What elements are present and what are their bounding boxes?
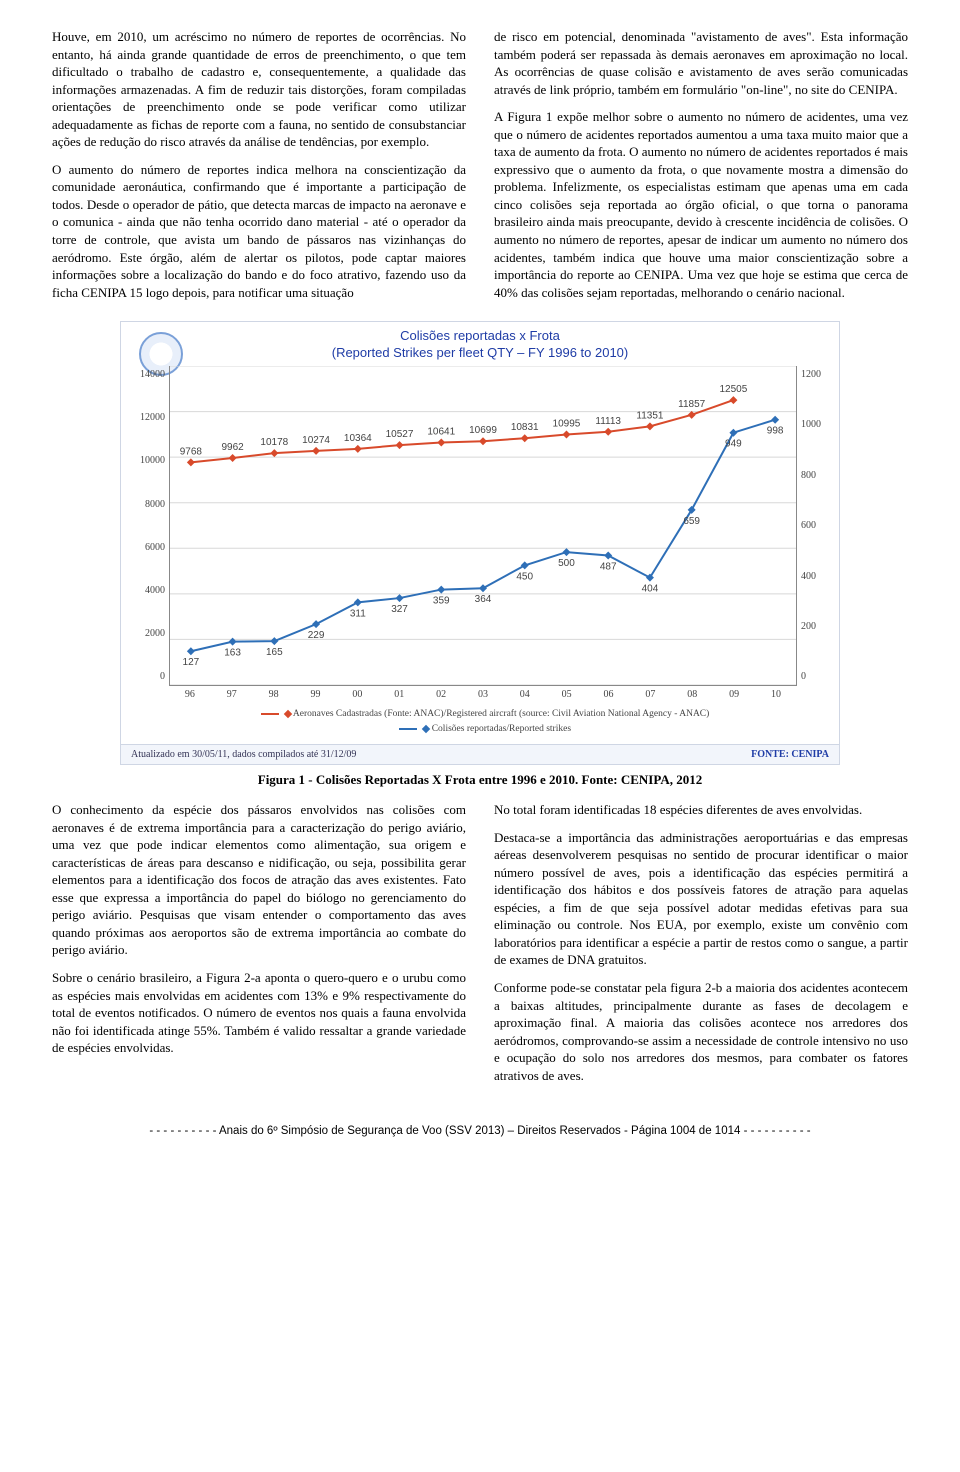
svg-text:359: 359 [433, 596, 450, 607]
svg-text:450: 450 [516, 571, 533, 582]
svg-text:10178: 10178 [260, 437, 288, 448]
svg-text:10641: 10641 [427, 427, 455, 438]
svg-text:12505: 12505 [719, 384, 747, 395]
bottom-col-right: No total foram identificadas 18 espécies… [494, 801, 908, 1094]
chart-container: Colisões reportadas x Frota (Reported St… [120, 321, 840, 765]
figure-caption: Figura 1 - Colisões Reportadas X Frota e… [52, 771, 908, 789]
svg-text:949: 949 [725, 439, 742, 450]
paragraph: O aumento do número de reportes indica m… [52, 161, 466, 301]
svg-text:10274: 10274 [302, 435, 330, 446]
top-col-left: Houve, em 2010, um acréscimo no número d… [52, 28, 466, 311]
svg-text:229: 229 [308, 630, 325, 641]
chart-footer-source: FONTE: CENIPA [751, 748, 829, 762]
legend-swatch-series1 [399, 728, 417, 730]
svg-text:165: 165 [266, 647, 283, 658]
chart-title-line2: (Reported Strikes per fleet QTY – FY 199… [332, 345, 629, 360]
svg-text:364: 364 [475, 594, 492, 605]
svg-text:10831: 10831 [511, 422, 539, 433]
paragraph: Conforme pode-se constatar pela figura 2… [494, 979, 908, 1084]
plot-surface: 9768 9962 10178 10274 10364 10527 10641 10699 10… [169, 366, 797, 686]
svg-text:327: 327 [391, 604, 408, 615]
svg-text:404: 404 [642, 584, 659, 595]
svg-text:10995: 10995 [553, 418, 581, 429]
paragraph: Destaca-se a importância das administraç… [494, 829, 908, 969]
paragraph: de risco em potencial, denominada "avist… [494, 28, 908, 98]
svg-text:10527: 10527 [386, 429, 414, 440]
page-footer: - - - - - - - - - - Anais do 6º Simpósio… [52, 1124, 908, 1140]
svg-text:127: 127 [183, 657, 200, 668]
chart-footer-bar: Atualizado em 30/05/11, dados compilados… [121, 744, 839, 765]
svg-text:311: 311 [350, 608, 366, 619]
legend-label-series1: Colisões reportadas/Reported strikes [432, 724, 571, 734]
svg-text:11857: 11857 [678, 399, 706, 410]
svg-text:11113: 11113 [595, 416, 621, 427]
svg-text:10364: 10364 [344, 433, 372, 444]
chart-svg: 9768 9962 10178 10274 10364 10527 10641 10699 10… [170, 366, 796, 685]
chart-plot-area: 14000120001000080006000400020000 9768 996… [131, 366, 829, 686]
x-axis-labels: 969798990001020304050607080910 [131, 688, 829, 702]
legend-swatch-series0 [261, 713, 279, 715]
chart-footer-left: Atualizado em 30/05/11, dados compilados… [131, 748, 356, 762]
legend-label-series0: Aeronaves Cadastradas (Fonte: ANAC)/Regi… [293, 709, 709, 719]
paragraph: No total foram identificadas 18 espécies… [494, 801, 908, 819]
legend-marker-series0 [284, 710, 292, 718]
svg-text:998: 998 [767, 426, 784, 437]
chart-title: Colisões reportadas x Frota (Reported St… [131, 328, 829, 362]
svg-text:9962: 9962 [221, 442, 244, 453]
y-axis-left: 14000120001000080006000400020000 [131, 366, 169, 686]
svg-text:9768: 9768 [180, 446, 203, 457]
svg-text:163: 163 [224, 648, 241, 659]
paragraph: O conhecimento da espécie dos pássaros e… [52, 801, 466, 959]
top-col-right: de risco em potencial, denominada "avist… [494, 28, 908, 311]
paragraph: Houve, em 2010, um acréscimo no número d… [52, 28, 466, 151]
paragraph: A Figura 1 expõe melhor sobre o aumento … [494, 108, 908, 301]
top-columns: Houve, em 2010, um acréscimo no número d… [52, 28, 908, 311]
paragraph: Sobre o cenário brasileiro, a Figura 2-a… [52, 969, 466, 1057]
svg-text:10699: 10699 [469, 425, 497, 436]
y-axis-right: 120010008006004002000 [797, 366, 829, 686]
svg-text:659: 659 [683, 516, 700, 527]
legend-marker-series1 [422, 724, 430, 732]
bottom-columns: O conhecimento da espécie dos pássaros e… [52, 801, 908, 1094]
svg-text:11351: 11351 [636, 410, 664, 421]
svg-text:487: 487 [600, 562, 617, 573]
svg-text:500: 500 [558, 558, 575, 569]
chart-title-line1: Colisões reportadas x Frota [400, 328, 560, 343]
bottom-col-left: O conhecimento da espécie dos pássaros e… [52, 801, 466, 1094]
chart-legend: Aeronaves Cadastradas (Fonte: ANAC)/Regi… [131, 707, 829, 736]
